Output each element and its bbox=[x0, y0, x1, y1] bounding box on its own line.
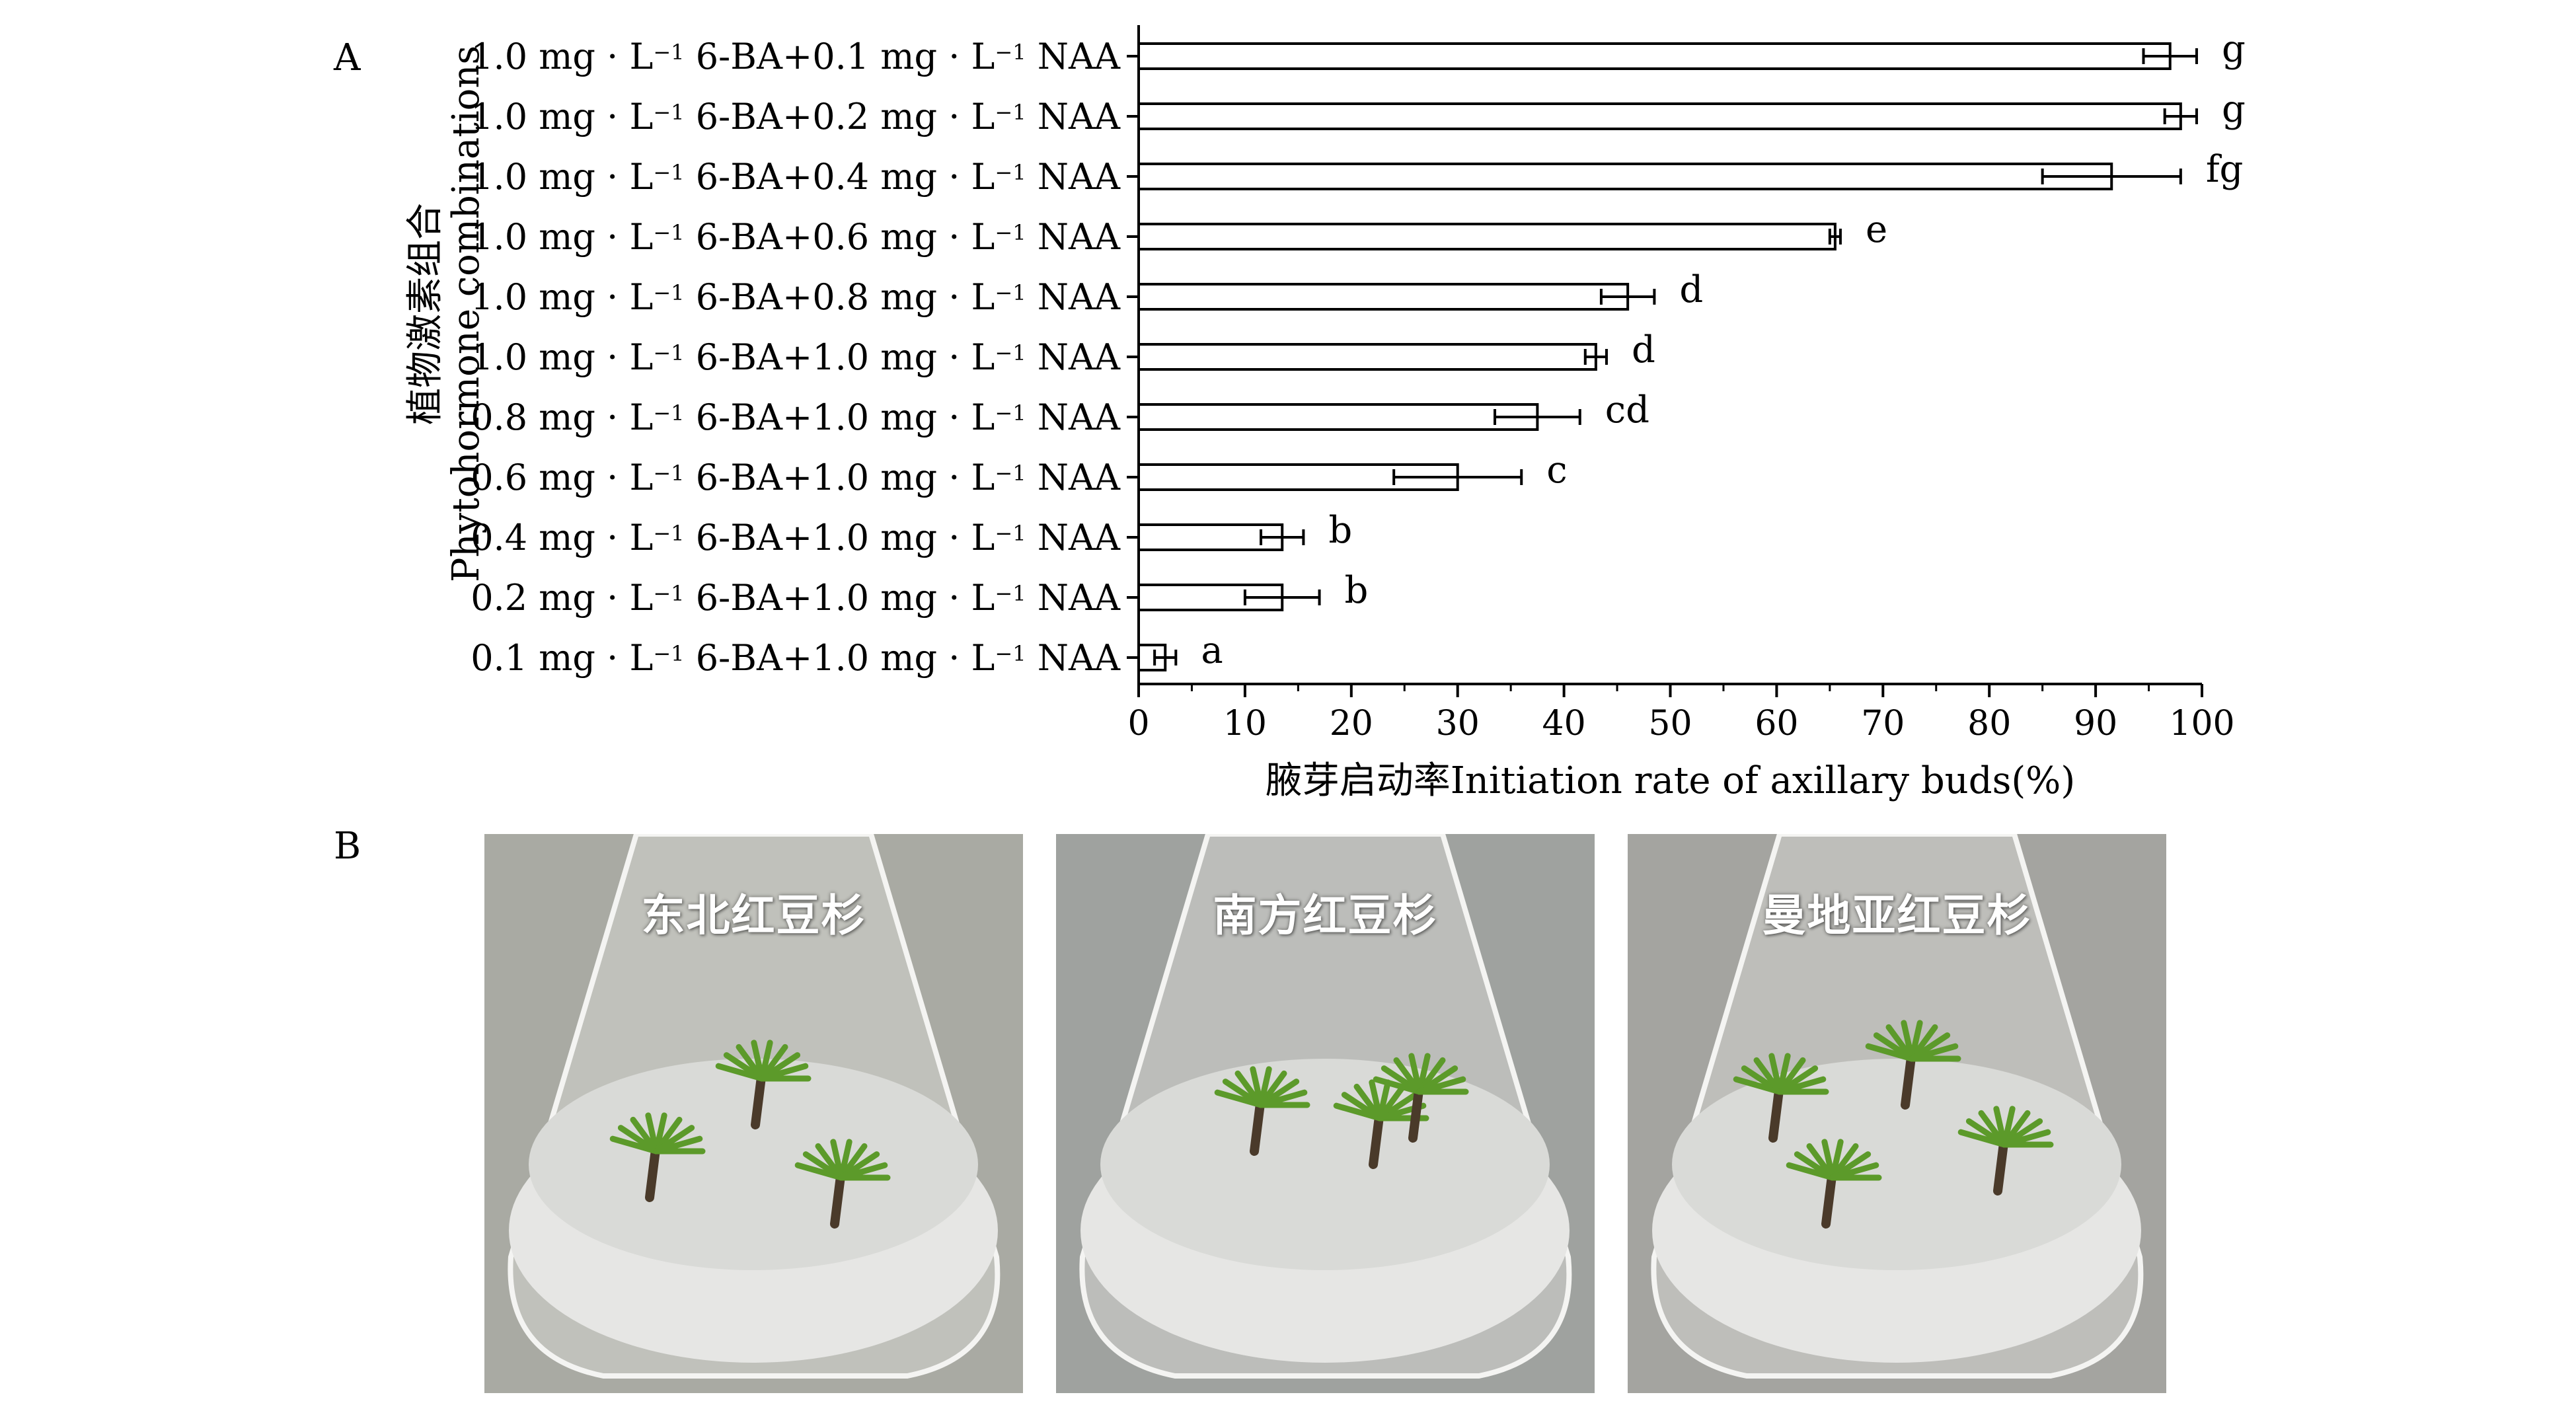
significance-label: a bbox=[1201, 629, 1223, 672]
significance-label: cd bbox=[1605, 389, 1649, 432]
significance-label: b bbox=[1345, 569, 1369, 612]
category-label: 0.4 mg · L−1 6-BA+1.0 mg · L−1 NAA bbox=[471, 517, 1121, 558]
bar bbox=[1137, 223, 1837, 250]
bar-chart: 0 10 20 30 40 50 60 70 80 90 100 腋芽启动率Initiation ra… bbox=[404, 25, 2246, 802]
photo-southern-yew: 南方红豆杉 bbox=[1056, 834, 1595, 1393]
bar bbox=[1137, 523, 1284, 551]
category-label: 0.2 mg · L−1 6-BA+1.0 mg · L−1 NAA bbox=[471, 577, 1121, 619]
category-label: 0.6 mg · L−1 6-BA+1.0 mg · L−1 NAA bbox=[471, 457, 1121, 498]
panel-a-label: A bbox=[334, 36, 361, 79]
x-tick-label: 90 bbox=[2074, 704, 2117, 743]
x-tick-label: 100 bbox=[2169, 704, 2234, 743]
x-tick-label: 20 bbox=[1330, 704, 1373, 743]
flask-picture bbox=[1628, 834, 2166, 1393]
significance-label: d bbox=[1632, 328, 1655, 371]
x-axis-label: 腋芽启动率Initiation rate of axillary buds(%) bbox=[1266, 759, 2075, 802]
bar bbox=[1137, 42, 2172, 70]
medium-surface bbox=[1672, 1059, 2121, 1270]
photo-caption: 曼地亚红豆杉 bbox=[1762, 890, 2032, 941]
x-tick-label: 70 bbox=[1861, 704, 1905, 743]
x-tick-label: 10 bbox=[1223, 704, 1267, 743]
photo-caption: 南方红豆杉 bbox=[1213, 890, 1438, 941]
significance-label: g bbox=[2222, 88, 2246, 131]
photo-media-yew: 曼地亚红豆杉 bbox=[1628, 834, 2166, 1393]
x-tick-label: 50 bbox=[1648, 704, 1692, 743]
bar bbox=[1137, 163, 2113, 190]
y-axis-label-cn: 植物激素组合 bbox=[404, 203, 447, 425]
x-tick-label: 60 bbox=[1755, 704, 1798, 743]
medium-surface bbox=[1100, 1059, 1550, 1270]
y-axis-label-en: Phytohormone combinations bbox=[445, 46, 488, 582]
x-tick-label: 0 bbox=[1127, 704, 1149, 743]
category-label: 1.0 mg · L−1 6-BA+0.4 mg · L−1 NAA bbox=[471, 156, 1121, 198]
significance-label: e bbox=[1866, 208, 1887, 251]
category-label: 1.0 mg · L−1 6-BA+0.1 mg · L−1 NAA bbox=[471, 36, 1121, 77]
x-tick-label: 30 bbox=[1436, 704, 1480, 743]
x-tick-label: 80 bbox=[1967, 704, 2011, 743]
significance-label: g bbox=[2222, 28, 2246, 71]
flask-picture bbox=[484, 834, 1023, 1393]
photo-caption: 东北红豆杉 bbox=[641, 890, 866, 941]
bar bbox=[1137, 283, 1630, 311]
category-label: 0.8 mg · L−1 6-BA+1.0 mg · L−1 NAA bbox=[471, 397, 1121, 438]
category-label: 1.0 mg · L−1 6-BA+0.6 mg · L−1 NAA bbox=[471, 216, 1121, 258]
category-label: 1.0 mg · L−1 6-BA+0.8 mg · L−1 NAA bbox=[471, 276, 1121, 318]
bar bbox=[1137, 403, 1539, 431]
flask-picture bbox=[1056, 834, 1595, 1393]
category-label: 0.1 mg · L−1 6-BA+1.0 mg · L−1 NAA bbox=[471, 637, 1121, 679]
significance-label: fg bbox=[2206, 148, 2244, 191]
bar bbox=[1137, 102, 2182, 130]
photo-northeast-yew: 东北红豆杉 bbox=[484, 834, 1023, 1393]
medium-surface bbox=[529, 1059, 978, 1270]
bar bbox=[1137, 343, 1597, 371]
significance-label: c bbox=[1546, 449, 1567, 492]
significance-label: d bbox=[1679, 268, 1703, 311]
panel-b-label: B bbox=[334, 825, 361, 868]
significance-label: b bbox=[1328, 509, 1352, 552]
category-label: 1.0 mg · L−1 6-BA+0.2 mg · L−1 NAA bbox=[471, 96, 1121, 137]
category-label: 1.0 mg · L−1 6-BA+1.0 mg · L−1 NAA bbox=[471, 336, 1121, 378]
x-tick-label: 40 bbox=[1542, 704, 1586, 743]
